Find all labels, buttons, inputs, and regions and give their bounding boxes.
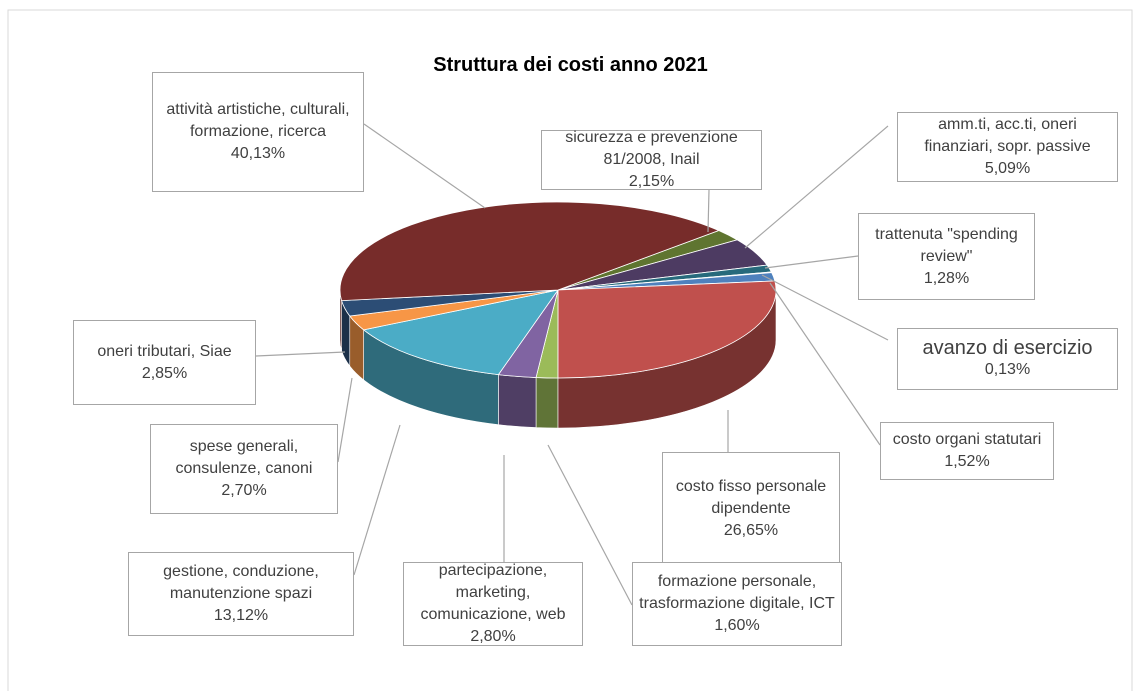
value-label: 13,12% <box>213 607 269 624</box>
leader-line <box>255 351 346 357</box>
category-label: trattenuta "spending review" <box>875 225 1018 265</box>
leader-line <box>353 424 401 576</box>
data-label: oneri tributari, Siae 2,85% <box>73 320 256 405</box>
category-label: avanzo di esercizio <box>922 337 1093 359</box>
category-label: attività artistiche, culturali, formazio… <box>166 101 350 140</box>
data-label: sicurezza e prevenzione 81/2008, Inail 2,… <box>541 129 762 190</box>
data-label: partecipazione, marketing, comunicazione… <box>403 562 583 646</box>
value-label: 0,13% <box>984 361 1031 378</box>
value-label: 2,70% <box>221 482 267 499</box>
data-label: amm.ti, acc.ti, oneri finanziari, sopr. … <box>897 112 1118 182</box>
category-label: amm.ti, acc.ti, oneri finanziari, sopr. … <box>924 116 1091 155</box>
leader-line <box>547 444 633 606</box>
category-label: costo organi statutari <box>892 431 1042 448</box>
data-label: gestione, conduzione, manutenzione spazi… <box>128 552 354 636</box>
value-label: 1,28% <box>923 269 970 287</box>
leader-line <box>761 274 889 341</box>
value-label: 2,15% <box>628 173 675 190</box>
category-label: partecipazione, marketing, comunicazione… <box>420 562 566 623</box>
leader-line <box>337 377 353 463</box>
data-label: trattenuta "spending review" 1,28% <box>858 213 1035 300</box>
leader-line <box>707 189 710 233</box>
leader-line <box>363 123 486 209</box>
data-label: formazione personale, trasformazione dig… <box>632 562 842 646</box>
chart-title: Struttura dei costi anno 2021 <box>433 54 708 76</box>
category-label: costo fisso personale dipendente <box>675 477 827 517</box>
category-label: oneri tributari, Siae <box>97 342 232 360</box>
leader-line <box>769 282 881 446</box>
category-label: formazione personale, trasformazione dig… <box>639 573 835 612</box>
value-label: 1,60% <box>714 617 760 634</box>
chart-frame <box>7 9 1133 691</box>
value-label: 40,13% <box>230 145 286 162</box>
leader-line <box>764 255 859 269</box>
pie-slice <box>362 289 559 376</box>
value-label: 2,85% <box>141 364 188 382</box>
value-label: 2,80% <box>470 628 516 645</box>
leader-line <box>744 125 889 249</box>
value-label: 26,65% <box>723 521 779 539</box>
pie-slice <box>557 280 777 379</box>
category-label: sicurezza e prevenzione 81/2008, Inail <box>565 129 738 168</box>
category-label: gestione, conduzione, manutenzione spazi <box>163 563 319 602</box>
data-label: avanzo di esercizio 0,13% <box>897 328 1118 390</box>
pie-slice <box>339 201 720 302</box>
pie-slice-side <box>535 377 559 429</box>
data-label: spese generali, consulenze, canoni 2,70% <box>150 424 338 514</box>
data-label: costo fisso personale dipendente 26,65% <box>662 452 840 565</box>
value-label: 5,09% <box>984 160 1031 177</box>
data-label: costo organi statutari 1,52% <box>880 422 1054 480</box>
data-label: attività artistiche, culturali, formazio… <box>152 72 364 192</box>
pie-slice-side <box>498 374 537 428</box>
category-label: spese generali, consulenze, canoni <box>175 438 313 477</box>
value-label: 1,52% <box>944 453 990 470</box>
